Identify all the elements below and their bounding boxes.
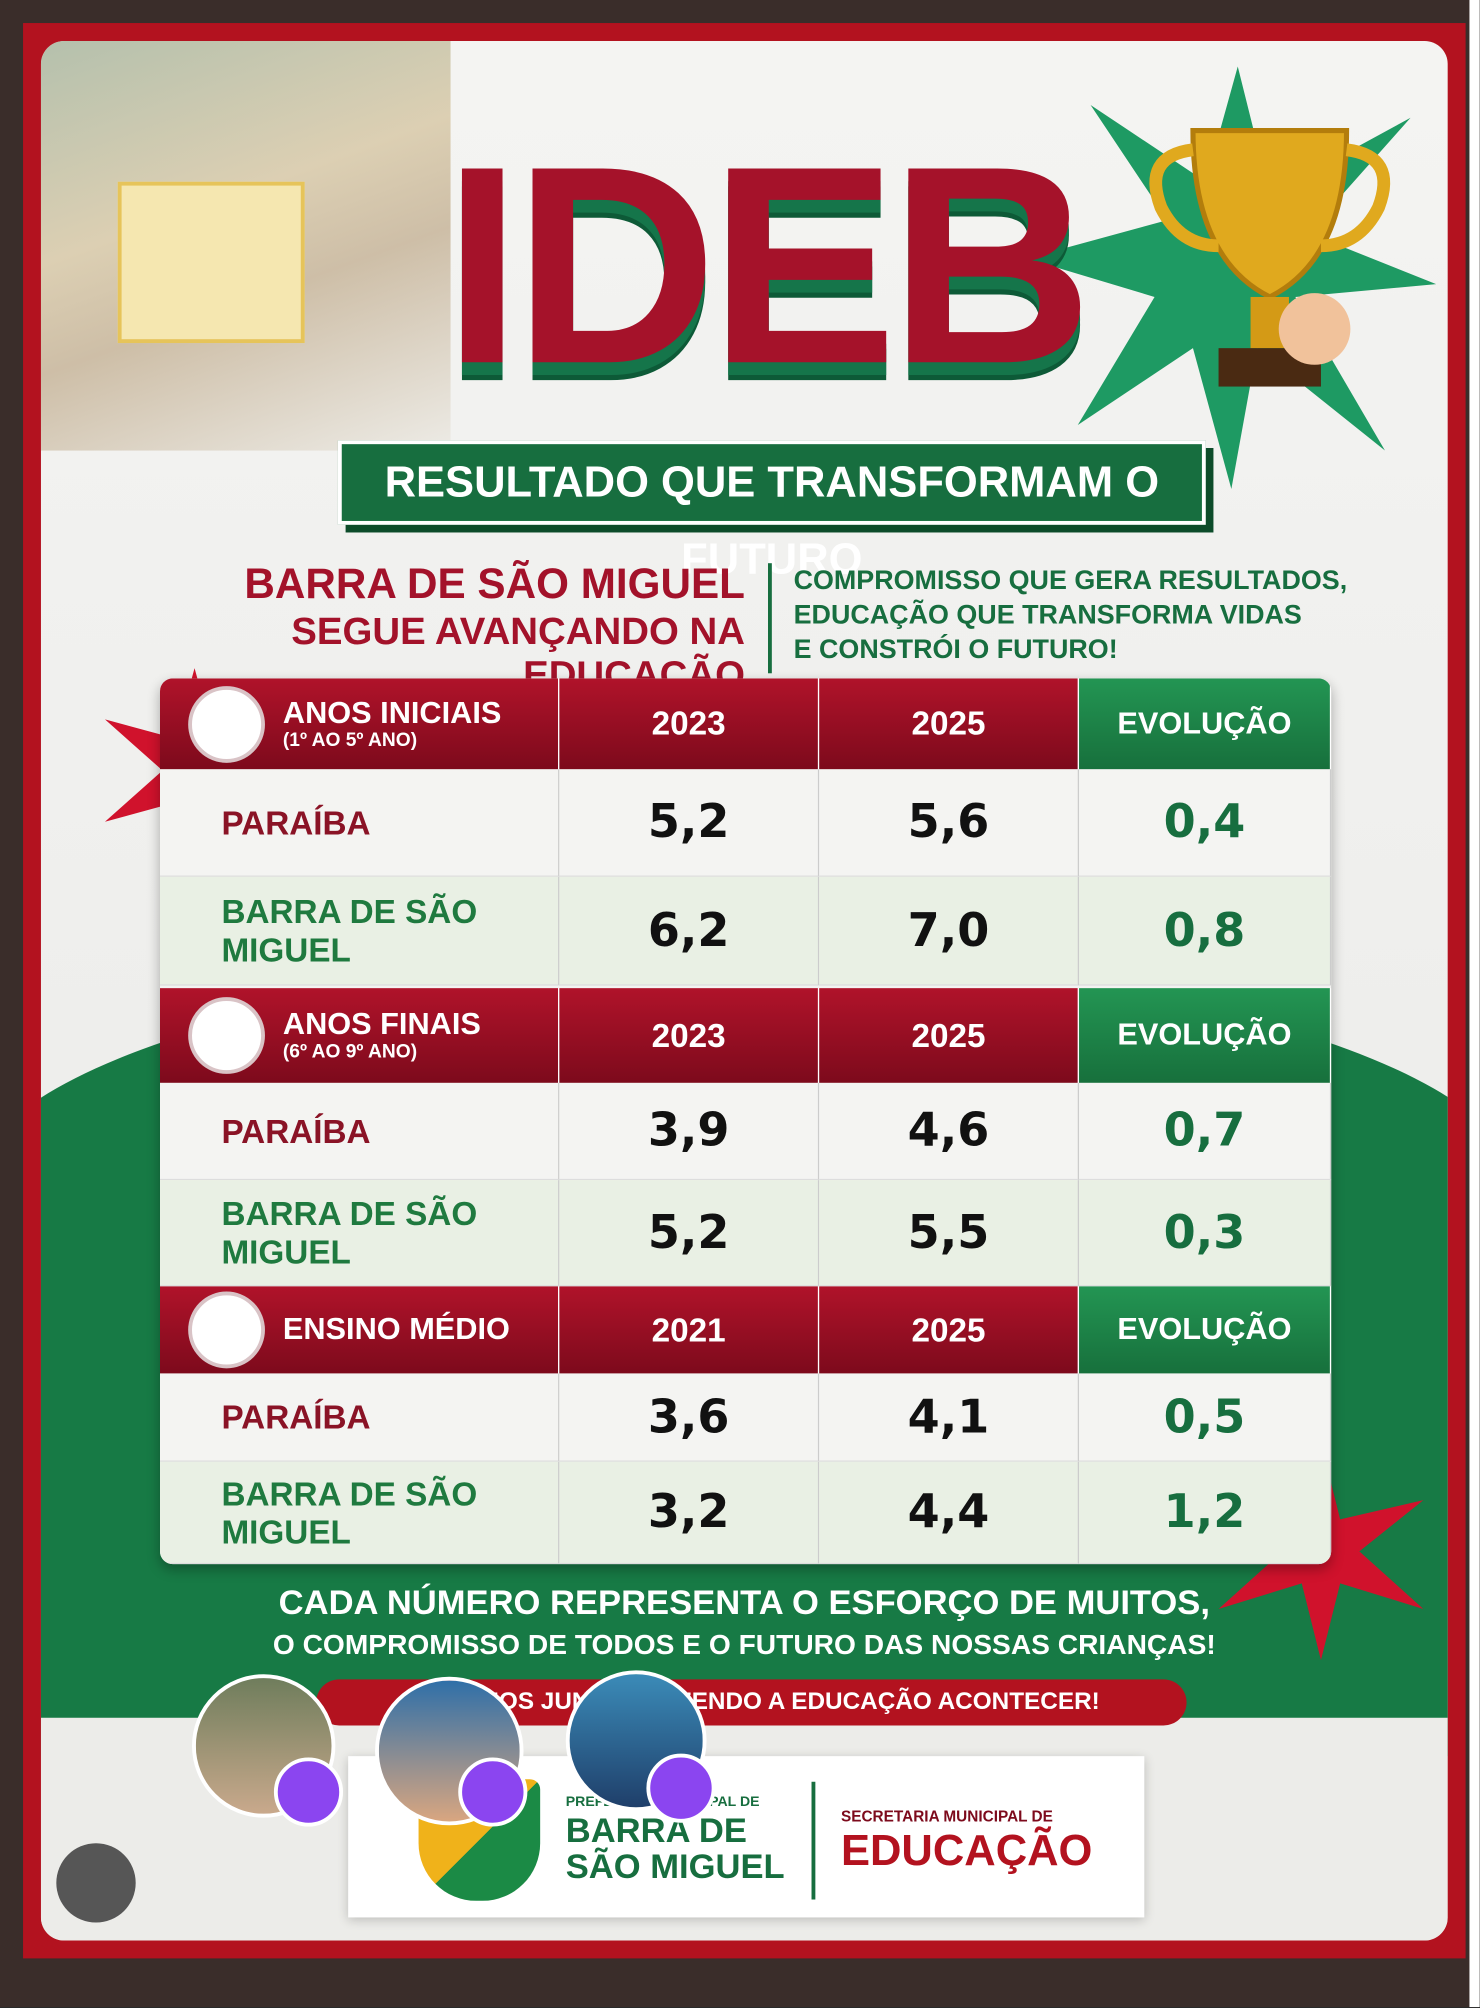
intro-right-3: E CONSTRÓI O FUTURO! [793, 634, 1118, 665]
column-header: 2025 [819, 988, 1080, 1083]
row-label: PARAÍBA [160, 1373, 560, 1462]
section-title-wrap: ENSINO MÉDIO [283, 1313, 510, 1346]
column-header: 2023 [559, 678, 820, 770]
footer-line-2: O COMPROMISSO DE TODOS E O FUTURO DAS NO… [272, 1628, 1216, 1661]
table-value: 4,6 [819, 1082, 1080, 1181]
intro-left-1: BARRA DE SÃO MIGUEL [244, 559, 745, 607]
column-header: 2021 [559, 1286, 820, 1374]
row-label: BARRA DE SÃO MIGUEL [160, 1180, 560, 1287]
row-label: BARRA DE SÃO MIGUEL [160, 876, 560, 986]
section-title: ANOS INICIAIS [282, 695, 502, 731]
table-value: 3,9 [559, 1082, 820, 1181]
section-title-wrap: ANOS INICIAIS (1º AO 5º ANO) [282, 695, 502, 751]
column-header: EVOLUÇÃO [1079, 988, 1332, 1083]
table-value: 5,6 [819, 769, 1080, 877]
poster-paper: IDEB RESULTADO QUE TRANSFORMAM O FUTURO … [40, 40, 1448, 1941]
row-label: BARRA DE SÃO MIGUEL [160, 1461, 560, 1565]
column-header: EVOLUÇÃO [1079, 1286, 1332, 1374]
ideb-title: IDEB [443, 107, 1093, 423]
section-header: ANOS FINAIS (6º AO 9º ANO) [160, 988, 560, 1083]
column-header: 2023 [559, 988, 820, 1083]
section-subtitle: (6º AO 9º ANO) [282, 1040, 418, 1063]
repost-badge[interactable] [646, 1753, 716, 1823]
section-title: ENSINO MÉDIO [282, 1312, 510, 1347]
table-value: 0,7 [1079, 1082, 1332, 1181]
logo-box: PREFEITURA MUNICIPAL DE BARRA DE SÃO MIG… [348, 1756, 1145, 1918]
dept-name: EDUCAÇÃO [840, 1826, 1093, 1876]
intro-right-2: EDUCAÇÃO QUE TRANSFORMA VIDAS [793, 600, 1302, 630]
table-value: 0,4 [1079, 769, 1332, 877]
column-header: EVOLUÇÃO [1079, 678, 1332, 770]
table-value: 0,3 [1079, 1180, 1332, 1287]
section-title-wrap: ANOS FINAIS (6º AO 9º ANO) [282, 1007, 481, 1063]
section-icon [188, 997, 265, 1074]
section-header: ENSINO MÉDIO [160, 1286, 560, 1374]
row-label: PARAÍBA [160, 1082, 560, 1181]
dept-prefix: SECRETARIA MUNICIPAL DE [840, 1807, 1053, 1826]
profile-button[interactable] [56, 1843, 136, 1923]
section-subtitle: (1º AO 5º ANO) [282, 728, 418, 751]
results-table: ANOS INICIAIS (1º AO 5º ANO) 2023 2025 EVOLU… [160, 678, 1332, 1565]
section-icon [188, 685, 265, 763]
table-value: 5,2 [559, 769, 820, 877]
footer-line-1: CADA NÚMERO REPRESENTA O ESFORÇO DE MUIT… [278, 1583, 1210, 1622]
trophy [1149, 127, 1391, 387]
intro-divider [768, 563, 772, 674]
table-value: 4,1 [819, 1373, 1080, 1462]
church [117, 181, 305, 344]
table-value: 5,2 [559, 1180, 820, 1287]
subtitle-banner: RESULTADO QUE TRANSFORMAM O FUTURO [337, 440, 1206, 584]
repost-badge[interactable] [273, 1757, 344, 1827]
side-strip [1469, 0, 1480, 2008]
section-icon [188, 1291, 265, 1369]
table-value: 1,2 [1079, 1461, 1332, 1565]
column-header: 2025 [819, 1286, 1080, 1374]
column-header: 2025 [819, 678, 1080, 770]
section-title: ANOS FINAIS [282, 1007, 481, 1042]
city-name: BARRA DE SÃO MIGUEL [565, 1811, 785, 1886]
table-value: 7,0 [819, 876, 1080, 986]
repost-badge[interactable] [458, 1757, 528, 1827]
intro-right-1: COMPROMISSO QUE GERA RESULTADOS, [793, 565, 1348, 596]
section-header: ANOS INICIAIS (1º AO 5º ANO) [160, 678, 560, 770]
table-value: 4,4 [819, 1461, 1080, 1565]
table-value: 0,8 [1079, 876, 1332, 986]
table-value: 6,2 [559, 876, 820, 986]
table-value: 3,6 [559, 1373, 820, 1462]
logo-divider [811, 1781, 816, 1900]
table-value: 5,5 [819, 1180, 1080, 1287]
table-value: 3,2 [559, 1461, 820, 1565]
poster: IDEB RESULTADO QUE TRANSFORMAM O FUTURO … [23, 23, 1466, 1959]
row-label: PARAÍBA [160, 769, 560, 877]
table-value: 0,5 [1079, 1373, 1332, 1462]
